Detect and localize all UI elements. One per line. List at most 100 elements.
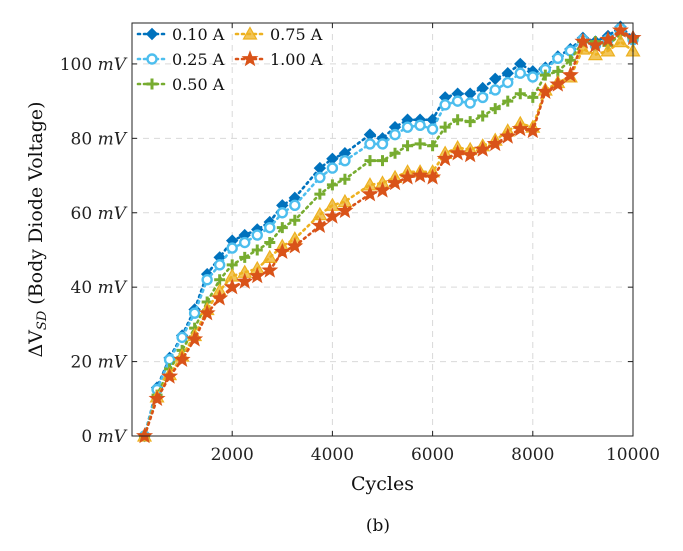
data-point [499,127,517,144]
data-point [248,267,266,284]
data-point [276,222,288,234]
data-point [514,67,526,79]
data-point [414,138,426,150]
data-point [461,146,479,163]
data-point [439,99,451,111]
plot-frame [131,22,634,437]
data-point [564,54,576,66]
data-point [323,207,341,224]
data-point [161,367,179,384]
legend-label: 0.75 A [270,25,323,44]
y-axis-label-main: ΔV [25,330,47,358]
data-point [314,171,326,184]
data-point [226,242,238,254]
data-point [486,134,504,152]
x-tick-label: 4000 [311,445,354,465]
data-point [264,221,276,234]
data-point [326,162,339,174]
x-tick-label: 8000 [511,445,554,465]
legend-marker [146,53,158,65]
legend-marker [145,27,159,41]
data-point [449,144,467,161]
data-point [289,214,301,226]
data-point [611,21,629,38]
legend-label: 0.10 A [172,25,225,44]
data-point [502,95,514,107]
data-point [561,66,579,83]
data-point [502,76,514,89]
x-axis-label: Cycles [351,473,414,495]
data-point [474,140,492,157]
data-point [148,389,166,407]
data-point [251,229,263,241]
data-point [389,128,401,141]
legend-entry: 0.50 A [136,75,225,94]
data-point [436,149,454,167]
data-point [314,188,326,200]
legend-entry: 1.00 A [234,50,323,69]
data-point [411,166,429,183]
data-point [361,185,379,202]
data-point [489,72,502,86]
x-tick-label: 2000 [211,445,254,465]
data-point [173,350,191,367]
data-point [600,43,616,57]
series-2 [138,22,639,442]
series-layer [136,20,642,444]
legend-label: 0.50 A [172,75,225,94]
data-point [451,95,464,107]
data-point [311,216,329,234]
y-tick-label: 60 mV [71,204,128,224]
data-point [289,199,301,212]
data-point [198,304,216,321]
data-point [276,207,288,219]
figure-caption: (b) [366,516,390,536]
y-tick-label: 80 mV [71,129,128,149]
data-point [386,174,404,191]
series-4 [136,33,641,442]
data-point [401,121,414,133]
data-point [399,168,417,185]
legend-entry: 0.10 A [136,25,225,44]
data-point [376,138,389,150]
data-point [264,237,276,249]
legend-marker [242,26,258,40]
series-5 [136,21,642,444]
data-point [426,123,439,135]
data-point [364,138,376,150]
series-line [143,39,635,438]
legend-label: 0.25 A [172,50,225,69]
data-point [536,82,554,100]
data-point [574,32,592,49]
data-point [464,97,476,109]
data-point [549,75,567,92]
data-point [599,30,617,47]
data-point [587,46,603,61]
data-point [251,244,263,256]
data-point [514,88,526,100]
x-tick-label: 10000 [606,445,660,465]
y-tick-label: 100 mV [60,55,128,75]
data-point [213,259,226,271]
data-point [336,201,354,219]
y-axis-label: ΔVSD (Body Diode Voltage) [25,101,50,357]
y-tick-label: 0 mV [81,427,127,447]
y-tick-label: 40 mV [71,278,128,298]
data-point [477,110,489,122]
data-point [273,242,291,260]
data-point [239,251,251,263]
data-point [188,307,201,319]
data-point [539,69,551,81]
data-point [389,147,401,159]
data-point [377,155,388,167]
data-point [452,114,464,126]
data-point [427,140,439,152]
y-axis-label-rest: (Body Diode Voltage) [25,101,47,310]
legend-entry: 0.25 A [136,50,225,69]
data-point [286,237,304,254]
data-point [511,120,529,137]
data-point [527,71,539,83]
data-point [424,168,442,185]
data-point [527,91,539,103]
